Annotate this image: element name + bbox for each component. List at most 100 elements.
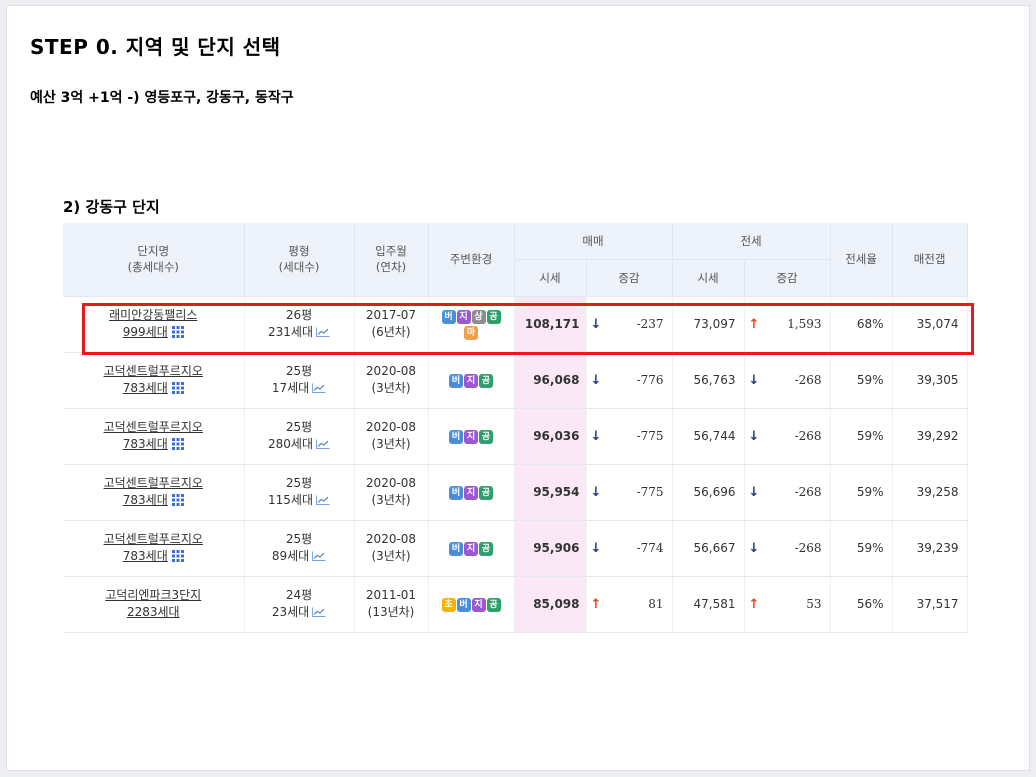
env-badge: 지 — [464, 430, 478, 444]
jeonse-price: 56,763 — [672, 352, 745, 409]
header-sale-change[interactable]: 증감 — [586, 259, 673, 297]
area-cell: 25평 89세대 — [244, 520, 355, 577]
area-units: 280세대 — [268, 437, 313, 451]
sale-change: -775 — [608, 464, 673, 521]
env-badge: 버 — [456, 598, 471, 612]
jeonse-ratio: 68% — [830, 296, 893, 353]
jeonse-change-arrow-icon: ↓ — [748, 484, 760, 500]
sale-change: 81 — [608, 576, 673, 633]
page-subtitle: 예산 3억 +1억 -) 영등포구, 강동구, 동작구 — [30, 90, 294, 106]
movein-date: 2011-01 — [365, 588, 417, 602]
area-cell: 26평 231세대 — [244, 296, 355, 353]
chart-icon[interactable] — [312, 551, 326, 561]
table-row[interactable]: 고덕센트럴푸르지오 783세대 25평 115세대 2020-08 (3년차) … — [63, 464, 968, 521]
area-value: 24평 — [285, 588, 313, 602]
area-units: 17세대 — [271, 381, 310, 395]
gap-value: 39,305 — [892, 352, 968, 409]
env-badge: 지 — [464, 374, 478, 388]
complex-name-link[interactable]: 고덕센트럴푸르지오 — [103, 420, 203, 434]
env-badge: 마 — [464, 326, 478, 340]
households-link[interactable]: 999세대 — [122, 325, 168, 339]
chart-icon[interactable] — [316, 495, 330, 505]
households-link[interactable]: 2283세대 — [126, 605, 180, 619]
chart-icon[interactable] — [316, 327, 330, 337]
area-units: 115세대 — [268, 493, 313, 507]
sale-price: 108,171 — [514, 296, 587, 353]
table-row[interactable]: 고덕센트럴푸르지오 783세대 25평 89세대 2020-08 (3년차) 버… — [63, 520, 968, 577]
header-jeonse-change[interactable]: 증감 — [744, 259, 831, 297]
area-units: 23세대 — [271, 605, 310, 619]
sale-change-arrow-icon: ↓ — [590, 316, 602, 332]
grid-icon[interactable] — [171, 326, 184, 338]
jeonse-change-arrow-icon: ↓ — [748, 428, 760, 444]
sale-change-arrow-icon: ↑ — [590, 596, 602, 612]
jeonse-price: 56,744 — [672, 408, 745, 465]
complex-name-link[interactable]: 고덕센트럴푸르지오 — [103, 532, 203, 546]
building-age: (3년차) — [371, 493, 411, 507]
movein-cell: 2017-07 (6년차) — [354, 296, 429, 353]
building-age: (3년차) — [371, 437, 411, 451]
jeonse-ratio: 59% — [830, 352, 893, 409]
table-row[interactable]: 래미안강동팰리스 999세대 26평 231세대 2017-07 (6년차) 버… — [63, 296, 968, 353]
complex-name-link[interactable]: 래미안강동팰리스 — [109, 308, 198, 322]
header-complex[interactable]: 단지명 (총세대수) — [63, 223, 245, 297]
chart-icon[interactable] — [312, 383, 326, 393]
movein-cell: 2020-08 (3년차) — [354, 352, 429, 409]
area-value: 25평 — [285, 532, 313, 546]
env-badge: 지 — [464, 542, 478, 556]
jeonse-change: -268 — [766, 464, 831, 521]
grid-icon[interactable] — [171, 494, 184, 506]
area-units: 231세대 — [268, 325, 313, 339]
chart-icon[interactable] — [312, 607, 326, 617]
sale-change: -775 — [608, 408, 673, 465]
households-link[interactable]: 783세대 — [122, 437, 168, 451]
households-link[interactable]: 783세대 — [122, 493, 168, 507]
grid-icon[interactable] — [171, 382, 184, 394]
chart-icon[interactable] — [316, 439, 330, 449]
movein-date: 2020-08 — [365, 420, 417, 434]
complex-cell: 고덕센트럴푸르지오 783세대 — [63, 464, 245, 521]
table-row[interactable]: 고덕센트럴푸르지오 783세대 25평 280세대 2020-08 (3년차) … — [63, 408, 968, 465]
env-badge: 버 — [449, 486, 463, 500]
table-row[interactable]: 고덕리엔파크3단지 2283세대 24평 23세대 2011-01 (13년차)… — [63, 576, 968, 633]
building-age: (6년차) — [371, 325, 411, 339]
grid-icon[interactable] — [171, 550, 184, 562]
gap-value: 35,074 — [892, 296, 968, 353]
households-link[interactable]: 783세대 — [122, 549, 168, 563]
jeonse-change-arrow-icon: ↑ — [748, 596, 760, 612]
area-value: 25평 — [285, 364, 313, 378]
table-row[interactable]: 고덕센트럴푸르지오 783세대 25평 17세대 2020-08 (3년차) 버… — [63, 352, 968, 409]
complex-name-link[interactable]: 고덕센트럴푸르지오 — [103, 476, 203, 490]
complex-name-link[interactable]: 고덕리엔파크3단지 — [105, 588, 202, 602]
area-cell: 25평 280세대 — [244, 408, 355, 465]
gap-value: 39,258 — [892, 464, 968, 521]
jeonse-change: 53 — [766, 576, 831, 633]
header-env: 주변환경 — [428, 223, 515, 297]
header-ratio[interactable]: 전세율 — [830, 223, 893, 297]
header-gap[interactable]: 매전갭 — [892, 223, 968, 297]
header-sale-price[interactable]: 시세 — [514, 259, 587, 297]
movein-date: 2020-08 — [365, 476, 417, 490]
sale-change-arrow-icon: ↓ — [590, 372, 602, 388]
grid-icon[interactable] — [171, 438, 184, 450]
env-badge: 공 — [479, 374, 493, 388]
env-badge: 지 — [471, 598, 486, 612]
complex-name-link[interactable]: 고덕센트럴푸르지오 — [103, 364, 203, 378]
sale-price: 95,954 — [514, 464, 587, 521]
env-badge: 초 — [441, 598, 456, 612]
sale-change-arrow-icon: ↓ — [590, 540, 602, 556]
movein-cell: 2020-08 (3년차) — [354, 520, 429, 577]
header-area[interactable]: 평형 (세대수) — [244, 223, 355, 297]
env-badge: 공 — [479, 542, 493, 556]
area-cell: 25평 115세대 — [244, 464, 355, 521]
building-age: (13년차) — [367, 605, 415, 619]
movein-cell: 2020-08 (3년차) — [354, 408, 429, 465]
env-badge: 버 — [449, 430, 463, 444]
movein-cell: 2020-08 (3년차) — [354, 464, 429, 521]
header-jeonse-price[interactable]: 시세 — [672, 259, 745, 297]
header-movein[interactable]: 입주월 (연차) — [354, 223, 429, 297]
households-link[interactable]: 783세대 — [122, 381, 168, 395]
